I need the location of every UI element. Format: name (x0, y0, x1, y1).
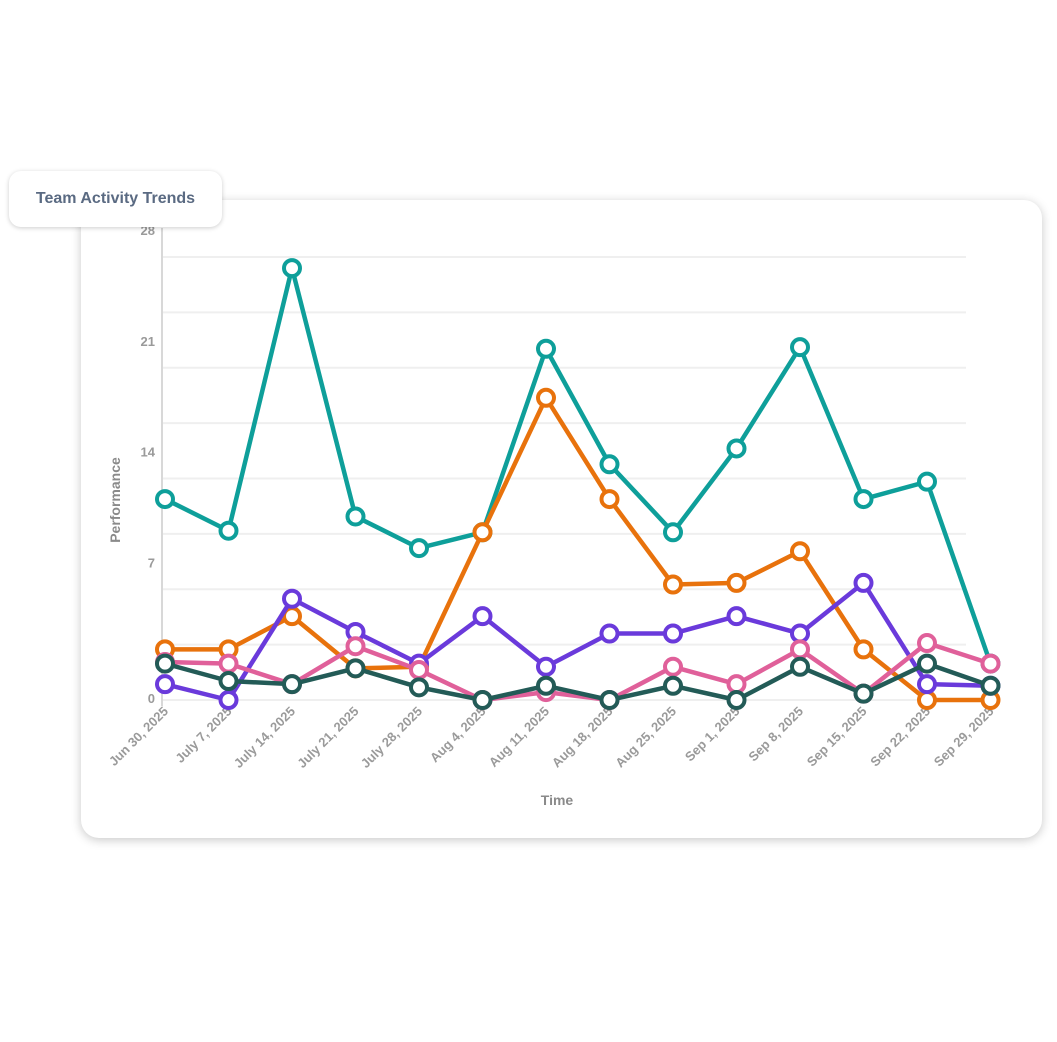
x-tick-label: Sep 15, 2025 (804, 704, 870, 770)
data-point (345, 506, 366, 527)
series-line (164, 580, 991, 703)
series-line (165, 395, 991, 703)
data-point (155, 674, 175, 695)
data-point (917, 471, 937, 492)
data-point (599, 690, 620, 710)
data-point (409, 538, 429, 559)
data-point (536, 387, 556, 408)
data-point (218, 671, 239, 692)
data-point (726, 438, 747, 459)
x-axis-title: Time (541, 792, 574, 808)
data-point (536, 656, 556, 677)
data-point (409, 677, 429, 698)
data-point (790, 639, 810, 660)
data-point (726, 572, 747, 593)
data-point (663, 574, 683, 595)
data-point (726, 674, 747, 695)
data-point (980, 675, 1001, 696)
series-0 (155, 258, 1001, 674)
data-point (726, 690, 747, 710)
data-point (155, 653, 175, 674)
data-point (472, 522, 493, 543)
data-point (155, 489, 175, 510)
data-point (853, 639, 874, 660)
data-point (790, 337, 810, 358)
data-point (599, 454, 620, 475)
series-line (164, 640, 992, 703)
data-point (980, 653, 1001, 674)
y-tick-label: 21 (141, 334, 155, 349)
x-tick-label: Sep 29, 2025 (931, 704, 997, 770)
x-tick-label: July 14, 2025 (231, 704, 298, 771)
x-tick-label: Aug 25, 2025 (612, 704, 679, 771)
data-point (790, 623, 810, 644)
x-tick-label: Sep 22, 2025 (867, 704, 933, 770)
x-tick-label: Aug 11, 2025 (486, 704, 552, 770)
data-point (790, 656, 810, 677)
x-tick-label: July 28, 2025 (358, 704, 425, 771)
data-point (345, 658, 366, 679)
series-4 (155, 653, 1001, 710)
x-tick-label: Sep 1, 2025 (682, 704, 743, 765)
x-tick-label: Aug 4, 2025 (427, 704, 489, 766)
data-point (345, 636, 366, 657)
data-point (218, 520, 239, 541)
y-axis-title: Performance (107, 457, 123, 543)
x-tick-label: Sep 8, 2025 (745, 704, 806, 765)
data-point (663, 656, 683, 677)
data-point (536, 338, 556, 359)
x-tick-label: July 7, 2025 (172, 704, 234, 766)
data-point (790, 541, 810, 562)
y-tick-label: 7 (148, 555, 155, 570)
series-line (164, 661, 992, 703)
series-line (163, 265, 993, 665)
data-point (282, 258, 302, 279)
data-point (726, 606, 747, 627)
y-tick-label: 14 (141, 445, 156, 460)
chart-title: Team Activity Trends (9, 171, 222, 227)
data-point (917, 674, 937, 695)
series-1 (155, 387, 1001, 710)
data-point (472, 690, 493, 710)
data-point (599, 623, 620, 644)
data-point (663, 623, 683, 644)
chart-card (81, 200, 1042, 838)
data-point (917, 633, 937, 654)
y-tick-label: 0 (148, 691, 155, 706)
data-point (663, 522, 683, 543)
data-point (282, 674, 302, 695)
x-tick-label: Jun 30, 2025 (106, 704, 171, 769)
data-point (472, 606, 493, 627)
data-point (917, 690, 937, 710)
data-point (218, 653, 239, 674)
data-point (917, 653, 937, 674)
data-point (853, 572, 874, 593)
data-point (282, 588, 302, 609)
x-tick-label: Aug 18, 2025 (549, 704, 616, 771)
data-point (536, 675, 556, 696)
data-point (218, 690, 239, 710)
data-point (409, 659, 429, 680)
data-point (853, 683, 874, 704)
data-point (663, 675, 683, 696)
x-tick-label: July 21, 2025 (294, 704, 361, 771)
data-point (599, 489, 620, 510)
data-point (853, 489, 874, 510)
